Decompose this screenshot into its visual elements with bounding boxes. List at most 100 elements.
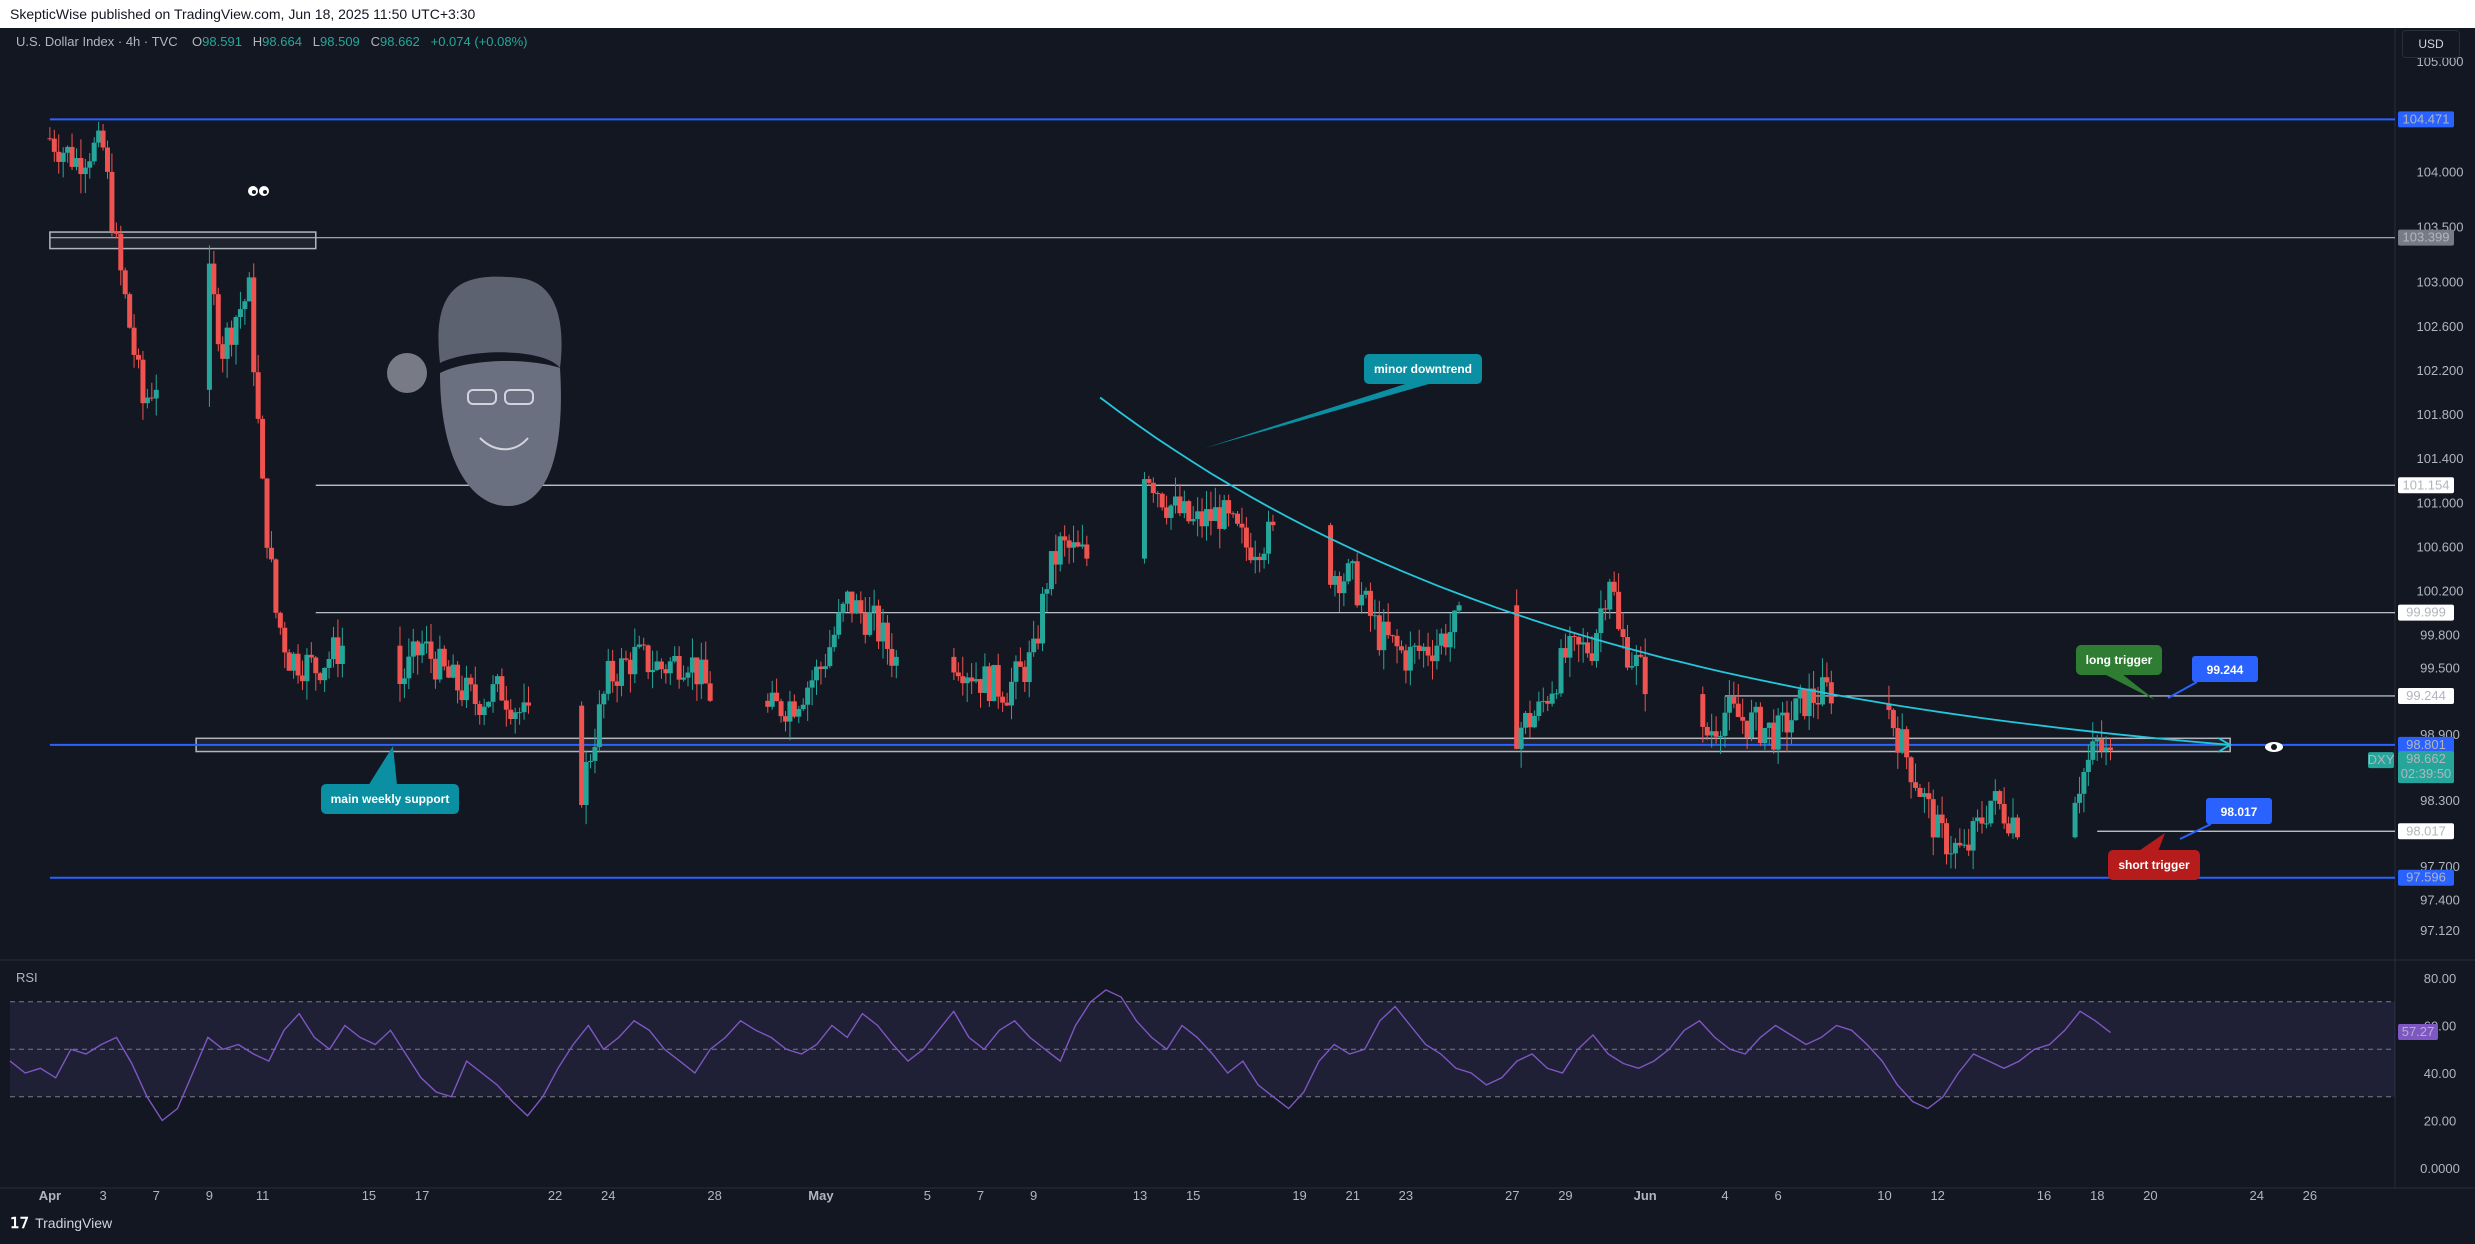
candle-body xyxy=(1890,709,1896,729)
candle-body xyxy=(1022,666,1028,682)
candle-body xyxy=(973,679,979,682)
price-badge xyxy=(2398,687,2454,704)
candle-body xyxy=(632,646,638,675)
candle-body xyxy=(871,605,877,613)
candle-body xyxy=(1208,509,1214,521)
long-trigger-label-tail xyxy=(2106,675,2155,700)
candle-body xyxy=(1190,519,1196,522)
candle-body xyxy=(1762,727,1768,744)
candle-body xyxy=(1780,712,1786,716)
time-tick-label: 3 xyxy=(99,1188,106,1203)
candle-body xyxy=(853,600,859,614)
candle-body xyxy=(1633,654,1639,667)
candle-body xyxy=(1554,693,1560,695)
candle-body xyxy=(831,634,837,648)
candle-body xyxy=(1363,590,1369,595)
candle-body xyxy=(401,678,407,685)
pupil-right xyxy=(263,190,267,194)
candle-body xyxy=(1983,823,1989,825)
candle-body xyxy=(867,612,873,635)
time-tick-label: 6 xyxy=(1775,1188,1782,1203)
candle-body xyxy=(658,661,664,670)
time-tick-label: 10 xyxy=(1877,1188,1891,1203)
candle-body xyxy=(845,591,851,604)
symbol-legend[interactable]: U.S. Dollar Index · 4h · TVC O98.591 H98… xyxy=(16,34,527,49)
candle-body xyxy=(91,142,97,162)
candle-body xyxy=(636,644,642,647)
low-label: L xyxy=(312,34,321,49)
countdown-text: 02:39:50 xyxy=(2401,766,2452,781)
minor-downtrend-label-tail xyxy=(1205,384,1429,448)
target-99244-label-pointer xyxy=(2167,681,2198,699)
candle-body xyxy=(237,309,243,318)
chart-stage[interactable]: minor downtrend main weekly support long t… xyxy=(0,28,2475,1244)
price-tick-label: 101.800 xyxy=(2417,407,2464,422)
candle-body xyxy=(960,676,966,684)
candle-body xyxy=(1177,496,1183,514)
candle-body xyxy=(1616,591,1622,630)
candle-body xyxy=(1035,638,1041,644)
price-badge xyxy=(2398,604,2454,621)
candle-body xyxy=(1975,817,1981,822)
candle-body xyxy=(1926,793,1932,800)
candle-body xyxy=(765,700,771,707)
candle-body xyxy=(849,591,855,614)
candle-body xyxy=(1456,605,1462,611)
candle-body xyxy=(415,641,421,656)
candle-body xyxy=(1571,635,1577,637)
candle-body xyxy=(1899,729,1905,753)
candle-body xyxy=(326,659,332,668)
candle-body xyxy=(1385,621,1391,636)
candle-body xyxy=(446,666,452,678)
candle-body xyxy=(215,294,221,345)
candle-body xyxy=(277,612,283,628)
candle-body xyxy=(654,661,660,670)
candle-body xyxy=(1709,731,1715,736)
time-tick-label: 20 xyxy=(2143,1188,2157,1203)
footer-brand[interactable]: 𝟣𝟩 TradingView xyxy=(10,1214,112,1232)
candle-body xyxy=(1731,696,1737,704)
candle-body xyxy=(1407,646,1413,671)
candle-body xyxy=(144,397,150,404)
candle-body xyxy=(1150,482,1156,494)
candle-body xyxy=(1523,712,1529,728)
candle-body xyxy=(282,627,288,653)
candle-body xyxy=(681,677,687,680)
candle-body xyxy=(663,669,669,674)
candle-body xyxy=(1749,712,1755,738)
price-badge-text: 101.154 xyxy=(2403,477,2450,492)
target-99244-label: 99.244 xyxy=(2167,656,2258,699)
candle-body xyxy=(1261,553,1267,561)
candle-body xyxy=(397,645,403,685)
symbol-name[interactable]: U.S. Dollar Index · 4h · TVC xyxy=(16,34,178,49)
candle-body xyxy=(450,664,456,678)
candle-body xyxy=(1212,507,1218,521)
candle-body xyxy=(614,681,620,686)
price-badge xyxy=(2398,823,2454,840)
currency-button[interactable]: USD xyxy=(2402,30,2460,58)
candle-body xyxy=(1766,722,1772,728)
rsi-title[interactable]: RSI xyxy=(16,970,38,985)
candle-body xyxy=(862,612,868,635)
change-value: +0.074 (+0.08%) xyxy=(430,34,528,49)
time-tick-label: 9 xyxy=(1030,1188,1037,1203)
candle-body xyxy=(1952,842,1958,854)
candle-body xyxy=(220,344,226,359)
price-chart-svg[interactable]: minor downtrend main weekly support long t… xyxy=(0,28,2475,1244)
candle-body xyxy=(1235,513,1241,524)
candle-body xyxy=(645,645,651,673)
candle-body xyxy=(685,672,691,678)
low-value: 98.509 xyxy=(320,34,360,49)
candle-body xyxy=(1390,635,1396,637)
candle-body xyxy=(964,677,970,684)
target-98017-label-box xyxy=(2206,798,2272,824)
candle-body xyxy=(1412,645,1418,647)
candle-body xyxy=(1744,720,1750,738)
price-tick-label: 104.000 xyxy=(2417,164,2464,179)
candle-body xyxy=(1359,594,1365,606)
candle-body xyxy=(1642,656,1648,695)
candle-body xyxy=(441,648,447,667)
time-tick-label: 7 xyxy=(153,1188,160,1203)
price-badge xyxy=(2398,477,2454,494)
price-tick-label: 100.200 xyxy=(2417,584,2464,599)
